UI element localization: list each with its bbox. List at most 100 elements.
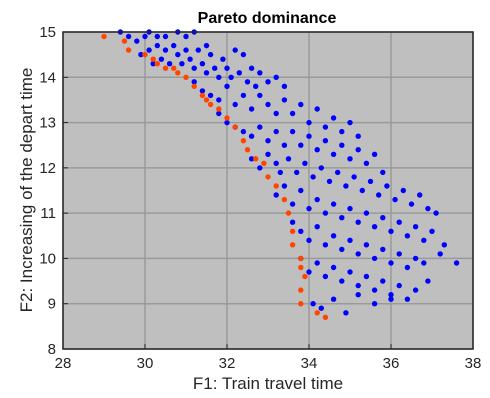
x-tick-label: 32 [219, 355, 236, 372]
dominated-point [248, 65, 255, 71]
dominated-point [171, 42, 177, 49]
dominated-point [359, 187, 365, 194]
y-axis-label: F2: Increasing of the depart time [17, 68, 36, 313]
dominated-point [273, 74, 279, 81]
data-points [101, 29, 460, 320]
dominated-point [216, 97, 222, 103]
dominated-point [322, 124, 329, 130]
pareto-front-point [289, 228, 296, 234]
x-tick-label: 28 [55, 355, 72, 372]
dominated-point [265, 138, 271, 144]
dominated-point [257, 92, 263, 99]
pareto-front-point [232, 124, 238, 130]
pareto-front-point [224, 115, 230, 121]
dominated-point [326, 178, 333, 185]
dominated-point [343, 183, 349, 189]
y-tick-label: 15 [39, 24, 56, 41]
dominated-point [355, 251, 361, 257]
y-tick-label: 9 [48, 296, 56, 313]
dominated-point [396, 282, 402, 289]
pareto-front-point [322, 314, 329, 320]
dominated-point [355, 147, 361, 153]
dominated-point [306, 119, 312, 126]
dominated-point [404, 296, 411, 302]
y-tick-label: 11 [40, 205, 56, 222]
dominated-point [281, 83, 288, 90]
dominated-point [248, 156, 255, 162]
dominated-point [183, 47, 189, 53]
dominated-point [380, 169, 386, 176]
dominated-point [273, 192, 279, 198]
dominated-point [187, 56, 193, 62]
pareto-front-point [199, 92, 206, 99]
dominated-point [298, 142, 304, 148]
dominated-point [162, 33, 169, 40]
pareto-front-point [298, 287, 304, 293]
dominated-point [224, 65, 230, 71]
pareto-front-point [207, 101, 214, 108]
dominated-point [363, 160, 370, 166]
dominated-point [298, 187, 304, 194]
dominated-point [453, 260, 460, 266]
dominated-point [363, 242, 370, 248]
dominated-point [220, 56, 226, 62]
dominated-point [236, 70, 242, 76]
x-tick-label: 38 [465, 355, 482, 372]
dominated-point [355, 219, 361, 225]
dominated-point [408, 201, 415, 207]
dominated-point [248, 106, 255, 112]
dominated-point [351, 174, 357, 180]
dominated-point [421, 237, 427, 243]
pareto-front-point [273, 183, 279, 189]
pareto-front-point [150, 56, 156, 62]
dominated-point [273, 128, 279, 135]
dominated-point [322, 210, 329, 216]
dominated-point [384, 183, 390, 189]
dominated-point [298, 101, 304, 108]
dominated-point [257, 124, 263, 130]
chart-title: Pareto dominance [198, 10, 337, 27]
dominated-point [199, 88, 206, 94]
dominated-point [207, 92, 214, 99]
y-tick-label: 10 [39, 250, 56, 267]
y-tick-label: 12 [39, 160, 56, 177]
dominated-point [330, 201, 337, 207]
dominated-point [425, 205, 431, 212]
dominated-point [339, 278, 345, 284]
dominated-point [273, 160, 279, 166]
tick-labels: 28 30 32 34 36 38 8 9 10 11 12 13 14 15 [39, 24, 481, 372]
pareto-front-point [253, 156, 259, 162]
dominated-point [265, 79, 271, 85]
pareto-front-point [244, 147, 251, 153]
dominated-point [158, 56, 165, 62]
dominated-point [179, 61, 185, 67]
dominated-point [150, 61, 156, 67]
dominated-point [400, 187, 406, 194]
pareto-front-point [191, 83, 197, 90]
dominated-point [212, 65, 218, 71]
dominated-point [289, 201, 296, 207]
dominated-point [281, 97, 288, 103]
dominated-point [355, 133, 361, 139]
dominated-point [183, 33, 189, 40]
dominated-point [257, 165, 263, 171]
dominated-point [142, 33, 148, 40]
pareto-front-point [265, 174, 271, 180]
dominated-point [318, 165, 324, 171]
pareto-front-point [285, 210, 292, 216]
dominated-point [248, 133, 255, 139]
dominated-point [322, 273, 329, 280]
dominated-point [195, 47, 201, 53]
pareto-front-point [298, 301, 304, 307]
pareto-front-point [240, 138, 247, 144]
dominated-point [371, 151, 378, 157]
dominated-point [318, 305, 324, 311]
dominated-point [441, 242, 447, 248]
dominated-point [339, 142, 345, 148]
dominated-point [281, 142, 288, 148]
dominated-point [203, 70, 210, 76]
dominated-point [289, 110, 296, 117]
dominated-point [314, 196, 320, 203]
dominated-point [191, 65, 197, 71]
dominated-point [265, 151, 271, 157]
